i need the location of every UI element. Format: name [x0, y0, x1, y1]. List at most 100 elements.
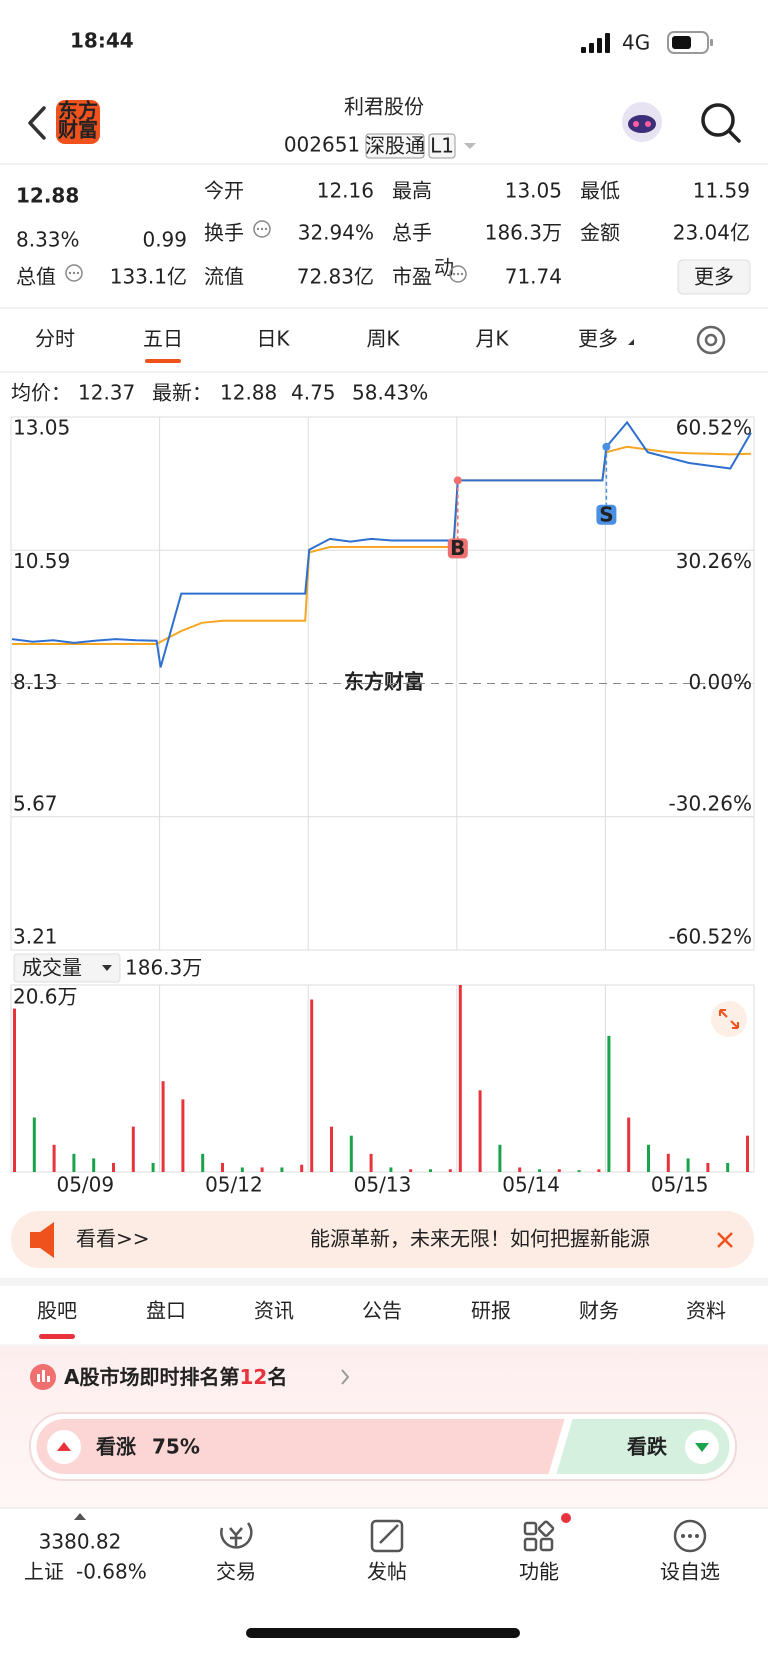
more-button[interactable] [677, 259, 751, 295]
info-ring [449, 265, 467, 283]
volume-bar [389, 1167, 393, 1172]
field-label: 换手 [204, 221, 244, 245]
y-tick-label: 5.67 [13, 791, 58, 815]
up-arrow [57, 1442, 71, 1451]
post-icon[interactable] [370, 1519, 404, 1553]
volume-bar [597, 1169, 601, 1172]
vote-up-label: 看涨 [96, 1435, 136, 1459]
volume-bar [161, 1081, 165, 1172]
info-ring [253, 220, 271, 238]
y2-tick-label: -30.26% [669, 791, 752, 815]
volume-bar [686, 1158, 690, 1172]
volume-bar [92, 1158, 96, 1172]
info-dot [68, 271, 72, 275]
volume-bar [518, 1167, 522, 1172]
volume-title: 成交量 [22, 956, 82, 980]
banner-text: 能源革新，未来无限！如何把握新能源 [310, 1227, 650, 1251]
marker-badge [596, 504, 617, 525]
field-value: 12.16 [317, 179, 374, 203]
y-tick-label: 20.6万 [13, 985, 78, 1009]
stock-tag: L1 [430, 134, 454, 158]
volume-bar [221, 1162, 224, 1172]
legend-value: 12.37 [78, 381, 135, 405]
field-value: 71.74 [505, 265, 562, 289]
index-change: -0.68% [76, 1560, 147, 1584]
logo-text: 东方 [58, 99, 98, 123]
section-tab: 资料 [686, 1299, 726, 1323]
robot-icon[interactable] [622, 102, 662, 142]
y2-tick-label: 30.26% [676, 549, 752, 573]
megaphone-icon [30, 1222, 54, 1258]
field-label: 总手 [392, 221, 432, 245]
y-tick-label: 10.59 [13, 549, 70, 573]
volume-bar [52, 1144, 56, 1172]
info-dot [256, 227, 260, 231]
watchlist-icon[interactable] [673, 1519, 707, 1553]
more-label: 更多 [694, 265, 734, 289]
code-dropdown[interactable] [464, 143, 476, 149]
settings-icon[interactable] [696, 325, 726, 355]
status-time: 18:44 [70, 29, 134, 53]
vote-up-percent: 75% [152, 1435, 200, 1459]
volume-bar [181, 1099, 185, 1172]
info-icon [253, 220, 271, 238]
change-amount: 0.99 [142, 228, 187, 252]
nav-label: 功能 [519, 1560, 559, 1584]
info-dot [72, 271, 76, 275]
field-label: 最低 [580, 179, 620, 203]
volume-total: 186.3万 [125, 956, 202, 980]
volume-bar [706, 1162, 710, 1172]
dropdown-corner [628, 339, 634, 345]
close-icon[interactable] [717, 1232, 733, 1248]
volume-bar [557, 1169, 561, 1172]
tag-box [428, 133, 456, 159]
index-name: 上证 [24, 1560, 64, 1584]
vote-up-bar [36, 1419, 565, 1474]
chevron [341, 1369, 350, 1385]
field-value: 13.05 [505, 179, 562, 203]
watermark: 东方财富 [344, 670, 424, 694]
volume-bar [240, 1167, 244, 1172]
info-dot [456, 272, 460, 276]
volume-bar [448, 1169, 452, 1172]
dropdown-arrow [102, 965, 112, 971]
stock-code: 002651 [284, 133, 360, 157]
app-logo [56, 100, 100, 144]
function-icon[interactable] [523, 1520, 555, 1552]
series-line [12, 445, 752, 645]
stock-name: 利君股份 [344, 95, 424, 119]
back-button[interactable] [28, 106, 46, 140]
field-value: 23.04亿 [673, 221, 750, 245]
y-tick-label: 13.05 [13, 416, 70, 440]
search-icon[interactable] [701, 103, 741, 143]
nav-label: 设自选 [660, 1560, 720, 1584]
field-label: 总值 [16, 265, 56, 289]
field-label: 市盈 [392, 265, 432, 289]
trade-icon[interactable] [220, 1522, 253, 1549]
info-icon [449, 265, 467, 283]
field-value: 32.94% [298, 221, 374, 245]
volume-bar [458, 985, 462, 1172]
change-percent: 8.33% [16, 228, 80, 252]
field-value: 133.1亿 [110, 265, 187, 289]
info-ring [65, 264, 83, 282]
field-superscript: 动 [434, 256, 454, 280]
field-value: 11.59 [693, 179, 750, 203]
down-arrow [695, 1443, 709, 1452]
volume-bar [746, 1135, 749, 1172]
info-dot [264, 227, 268, 231]
field-value: 72.83亿 [297, 265, 374, 289]
y-tick-label: 3.21 [13, 925, 58, 949]
ranking-text: A股市场即时排名第12名 [64, 1365, 287, 1389]
volume-bar [300, 1164, 304, 1172]
volume-bar [310, 999, 314, 1172]
section-tab: 盘口 [146, 1299, 186, 1323]
section-tab: 财务 [579, 1299, 619, 1323]
volume-bar [280, 1167, 284, 1172]
active-tab-indicator [145, 359, 181, 363]
volume-bar [201, 1153, 205, 1172]
volume-bar [369, 1153, 373, 1172]
banner[interactable] [11, 1211, 754, 1268]
expand-icon [719, 1009, 739, 1029]
